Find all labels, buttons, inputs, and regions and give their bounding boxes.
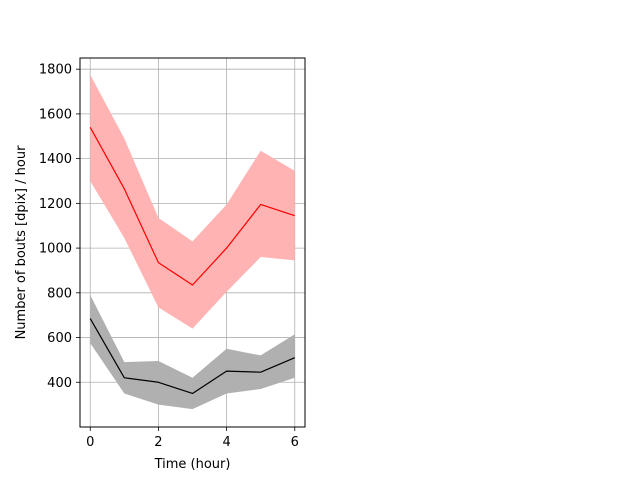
- y-ticks: 400 600 800 1000 1200 1400 1600 1800: [39, 63, 80, 391]
- y-tick-label: 600: [47, 331, 72, 346]
- x-ticks: 0 2 4 6: [86, 427, 299, 450]
- y-tick-label: 1600: [39, 107, 72, 122]
- y-tick-label: 400: [47, 376, 72, 391]
- series-1-line: [89, 318, 296, 395]
- series-0-band: [90, 74, 295, 329]
- series-0-line: [89, 127, 295, 286]
- y-tick-label: 1800: [39, 63, 72, 78]
- y-axis-label: Number of bouts [dpix] / hour: [14, 145, 29, 339]
- x-axis-label: Time (hour): [154, 457, 231, 472]
- x-tick-label: 4: [222, 435, 230, 450]
- y-tick-label: 800: [47, 286, 72, 301]
- y-tick-label: 1200: [39, 197, 72, 212]
- y-tick-label: 1000: [39, 242, 72, 257]
- plot-frame: [79, 57, 306, 428]
- x-tick-label: 2: [154, 435, 162, 450]
- x-tick-label: 6: [291, 435, 299, 450]
- y-tick-label: 1400: [39, 152, 72, 167]
- lines: [89, 127, 296, 395]
- x-tick-label: 0: [86, 435, 94, 450]
